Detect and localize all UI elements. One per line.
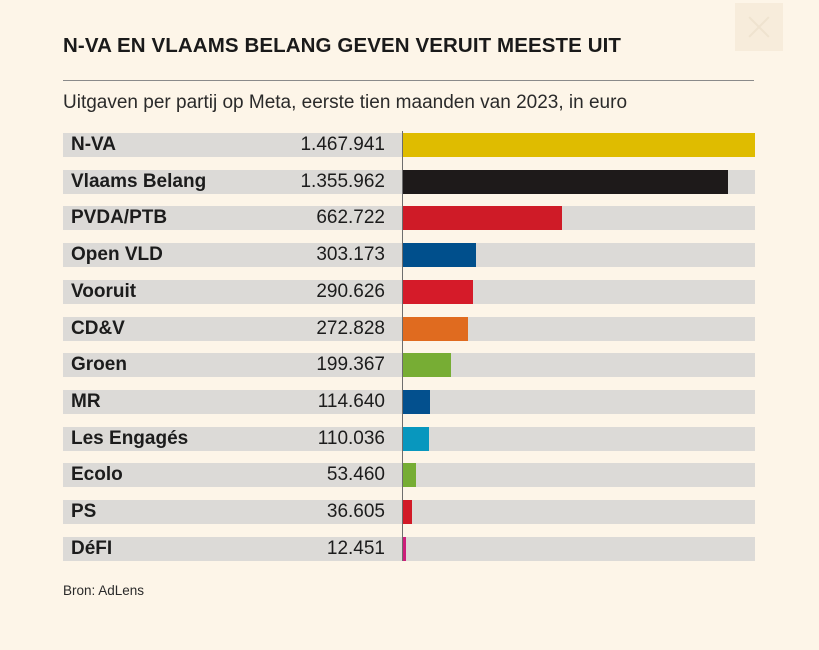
category-label: Les Engagés bbox=[71, 427, 189, 449]
corner-logo-mark bbox=[735, 3, 783, 51]
bar-row: PS 36.605 bbox=[63, 500, 755, 524]
value-label: 1.355.962 bbox=[300, 170, 385, 192]
bar-row: MR 114.640 bbox=[63, 389, 755, 414]
category-label: Vlaams Belang bbox=[71, 170, 207, 192]
value-label: 272.828 bbox=[316, 317, 385, 339]
bar bbox=[403, 353, 451, 378]
value-label: 110.036 bbox=[317, 427, 385, 449]
category-label: Ecolo bbox=[71, 464, 123, 486]
category-label: Open VLD bbox=[71, 244, 163, 266]
bar-row: Ecolo 53.460 bbox=[63, 463, 755, 488]
title-divider bbox=[63, 80, 754, 81]
bar-row: Groen 199.367 bbox=[63, 353, 755, 378]
value-label: 303.173 bbox=[316, 244, 385, 266]
value-label: 114.640 bbox=[317, 390, 385, 412]
bar-row: Vooruit 290.626 bbox=[63, 279, 755, 304]
category-label: Vooruit bbox=[71, 280, 137, 302]
bar-row: PVDA/PTB 662.722 bbox=[63, 206, 755, 231]
bar bbox=[403, 316, 469, 341]
value-label: 12.451 bbox=[326, 537, 385, 559]
category-label: CD&V bbox=[71, 317, 125, 339]
bar bbox=[403, 426, 430, 451]
chart-subtitle: Uitgaven per partij op Meta, eerste tien… bbox=[63, 92, 628, 113]
category-label: Groen bbox=[71, 354, 127, 376]
bar bbox=[403, 500, 412, 524]
source-note: Bron: AdLens bbox=[63, 583, 145, 598]
bar bbox=[403, 463, 416, 488]
value-label: 1.467.941 bbox=[300, 134, 385, 155]
chart-title: N-VA EN VLAAMS BELANG GEVEN VERUIT MEEST… bbox=[63, 34, 622, 57]
bar-row: Open VLD 303.173 bbox=[63, 243, 755, 268]
value-label: 36.605 bbox=[326, 501, 385, 522]
bar bbox=[403, 206, 562, 231]
bar bbox=[403, 389, 431, 414]
value-label: 662.722 bbox=[316, 207, 385, 229]
zero-axis-line bbox=[402, 131, 403, 561]
value-label: 290.626 bbox=[316, 280, 385, 302]
bar bbox=[403, 169, 729, 194]
bar-row: CD&V 272.828 bbox=[63, 316, 755, 341]
category-label: DéFI bbox=[71, 537, 113, 559]
value-label: 199.367 bbox=[316, 354, 385, 376]
category-label: PVDA/PTB bbox=[71, 207, 168, 229]
bar bbox=[403, 243, 476, 268]
bar bbox=[403, 536, 406, 561]
bar-row: Les Engagés 110.036 bbox=[63, 426, 755, 451]
category-label: PS bbox=[71, 501, 97, 522]
category-label: N-VA bbox=[71, 134, 117, 155]
bar bbox=[403, 279, 473, 304]
category-label: MR bbox=[71, 390, 101, 412]
bar bbox=[403, 133, 755, 157]
value-label: 53.460 bbox=[326, 464, 385, 486]
bar-row: Vlaams Belang 1.355.962 bbox=[63, 169, 755, 194]
bar-row: DéFI 12.451 bbox=[63, 536, 755, 561]
bar-row: N-VA 1.467.941 bbox=[63, 133, 755, 157]
